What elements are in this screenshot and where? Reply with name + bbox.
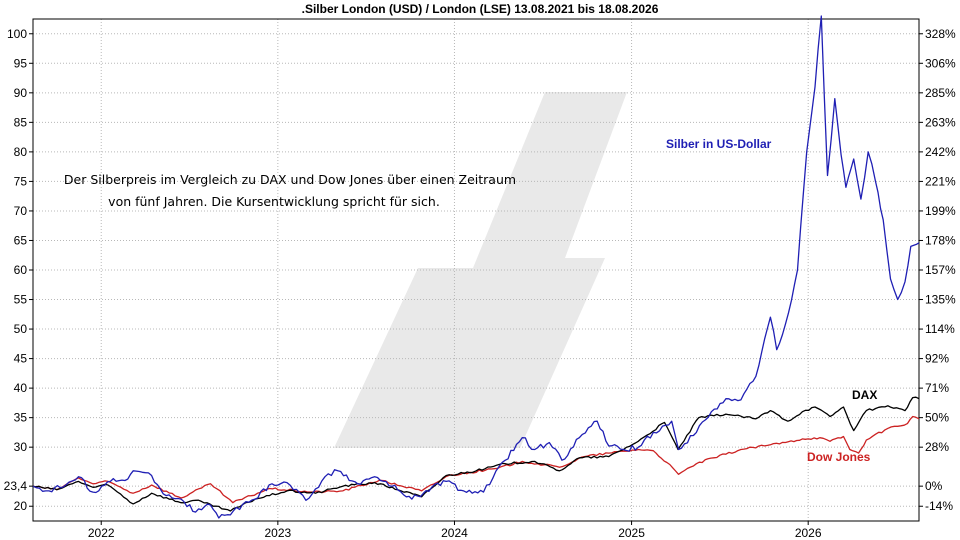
right-tick-label: 328%	[925, 27, 956, 41]
right-tick-label: 92%	[925, 352, 949, 366]
left-tick-label: 20	[14, 499, 28, 513]
left-tick-label: 23,4	[4, 479, 28, 493]
right-tick-label: 50%	[925, 411, 949, 425]
right-axis: 328% 306% 285% 263% 242% 221% 199% 178% 157% 135%…	[919, 27, 956, 513]
right-tick-label: 306%	[925, 56, 956, 70]
left-tick-label: 100	[7, 27, 27, 41]
series-line-dax	[32, 396, 920, 512]
series-label-silber: Silber in US-Dollar	[666, 137, 772, 151]
left-tick-label: 80	[14, 145, 28, 159]
series-layer	[32, 15, 920, 519]
left-tick-label: 35	[14, 411, 28, 425]
x-tick-label: 2026	[795, 526, 822, 540]
annotation-line-2: von fünf Jahren. Die Kursentwicklung spr…	[108, 194, 440, 209]
x-tick-label: 2023	[264, 526, 291, 540]
right-tick-label: 242%	[925, 145, 956, 159]
left-tick-label: 55	[14, 293, 28, 307]
series-line-silber	[32, 15, 920, 519]
left-tick-label: 85	[14, 115, 28, 129]
x-tick-label: 2022	[88, 526, 115, 540]
right-tick-label: 114%	[925, 322, 955, 336]
left-tick-label: 30	[14, 440, 28, 454]
right-tick-label: 0%	[925, 479, 943, 493]
series-line-dow	[32, 415, 920, 504]
left-tick-label: 95	[14, 56, 28, 70]
chart-title: .Silber London (USD) / London (LSE) 13.0…	[302, 2, 659, 16]
x-tick-label: 2024	[441, 526, 468, 540]
left-tick-label: 65	[14, 233, 28, 247]
right-tick-label: 178%	[925, 233, 956, 247]
left-tick-label: 75	[14, 174, 28, 188]
annotation-line-1: Der Silberpreis im Vergleich zu DAX und …	[64, 172, 516, 187]
x-tick-label: 2025	[618, 526, 645, 540]
right-tick-label: -14%	[925, 499, 953, 513]
left-tick-label: 50	[14, 322, 28, 336]
left-axis: 100 95 90 85 80 75 70 65 60 55 50 45 40 35 30 23,4 20	[4, 27, 33, 513]
left-tick-label: 40	[14, 381, 28, 395]
grid	[33, 19, 919, 521]
right-tick-label: 28%	[925, 440, 949, 454]
right-tick-label: 263%	[925, 115, 956, 129]
right-tick-label: 199%	[925, 204, 956, 218]
left-tick-label: 60	[14, 263, 28, 277]
left-tick-label: 70	[14, 204, 28, 218]
right-tick-label: 135%	[925, 293, 956, 307]
right-tick-label: 285%	[925, 86, 956, 100]
right-tick-label: 157%	[925, 263, 956, 277]
right-tick-label: 71%	[925, 381, 949, 395]
series-label-dow: Dow Jones	[807, 450, 871, 464]
series-label-dax: DAX	[852, 388, 877, 402]
left-tick-label: 45	[14, 352, 28, 366]
left-tick-label: 90	[14, 86, 28, 100]
x-axis: 2022 2023 2024 2025 2026	[88, 521, 822, 540]
right-tick-label: 221%	[925, 174, 956, 188]
